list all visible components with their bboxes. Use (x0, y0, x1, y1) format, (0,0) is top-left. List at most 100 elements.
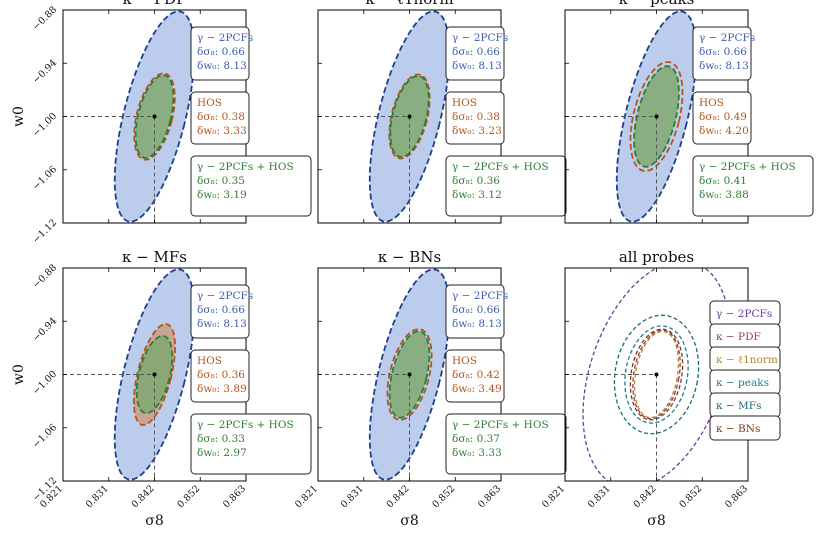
y-tick-label: −1.00 (31, 369, 59, 397)
stat-label: δw₀: (197, 447, 223, 459)
legend-label: κ − MFs (716, 400, 761, 412)
contour--pdf (632, 329, 681, 420)
contour--1norm (633, 330, 680, 419)
fiducial-point (654, 114, 659, 119)
stat-value-w0: 3.88 (725, 189, 748, 201)
x-tick-label: 0.842 (130, 483, 157, 510)
stat-line-w0: δw₀: 3.49 (452, 383, 502, 395)
contour--mfs (613, 314, 700, 435)
x-tick-label: 0.831 (339, 483, 366, 510)
x-tick-label: 0.831 (586, 483, 613, 510)
stat-value-w0: 3.33 (223, 125, 246, 137)
stat-box: γ − 2PCFs + HOS δσ₈: 0.35 δw₀: 3.19 (190, 155, 312, 217)
legend-entry: κ − peaks (709, 369, 781, 395)
stat-value-w0: 4.20 (725, 125, 748, 137)
contour-hos (133, 72, 176, 161)
panel-0: κ − PDF −0.88 −0.94 −1.00 −1.06 −1.12 w0 γ − 2P… (11, 0, 312, 246)
stat-value-s8: 0.49 (724, 111, 747, 123)
stat-label: δw₀: (197, 383, 223, 395)
stat-line-s8: δσ₈: 0.37 (452, 433, 500, 445)
stat-label: δσ₈: (452, 111, 477, 123)
x-tick-label: 0.863 (221, 483, 248, 510)
y-tick-label: −0.88 (31, 4, 59, 32)
stat-box: γ − 2PCFs δσ₈: 0.66 δw₀: 8.13 (445, 284, 508, 339)
x-tick-label: 0.821 (293, 483, 320, 510)
stat-line-s8: δσ₈: 0.49 (699, 111, 747, 123)
stat-label: δw₀: (197, 125, 223, 137)
stat-line-s8: δσ₈: 0.66 (452, 304, 500, 316)
stat-label: δw₀: (699, 60, 725, 72)
stat-label: δw₀: (452, 125, 478, 137)
stat-value-s8: 0.41 (724, 175, 747, 187)
stat-label: δσ₈: (197, 369, 222, 381)
stat-line-s8: δσ₈: 0.35 (197, 175, 245, 187)
x-tick-label: 0.831 (84, 483, 111, 510)
stat-box-title: HOS (452, 97, 477, 109)
legend-label: κ − PDF (716, 331, 761, 343)
y-axis-label: w0 (11, 364, 27, 385)
x-axis-label: σ8 (400, 513, 418, 529)
stat-label: δw₀: (197, 189, 223, 201)
x-tick-label: 0.821 (540, 483, 567, 510)
stat-box-title: γ − 2PCFs + HOS (197, 161, 294, 173)
stat-box-frame (445, 155, 567, 217)
stat-line-s8: δσ₈: 0.66 (197, 304, 245, 316)
stat-line-w0: δw₀: 4.20 (699, 125, 749, 137)
stat-box: γ − 2PCFs + HOS δσ₈: 0.41 δw₀: 3.88 (692, 155, 814, 217)
stat-value-s8: 0.42 (477, 369, 500, 381)
fiducial-point (407, 372, 412, 377)
x-axis-label: σ8 (647, 513, 665, 529)
stat-box-frame (692, 155, 814, 217)
y-tick-label: −1.06 (31, 164, 59, 192)
y-tick-label: −0.94 (31, 316, 59, 344)
stat-value-s8: 0.33 (222, 433, 245, 445)
stat-box-title: γ − 2PCFs (197, 290, 253, 302)
stat-box-title: γ − 2PCFs + HOS (452, 161, 549, 173)
stat-line-w0: δw₀: 8.13 (699, 60, 749, 72)
stat-line-s8: δσ₈: 0.36 (452, 175, 500, 187)
stat-value-s8: 0.38 (222, 111, 245, 123)
stat-line-w0: δw₀: 8.13 (452, 318, 502, 330)
stat-line-w0: δw₀: 3.88 (699, 189, 749, 201)
stat-line-w0: δw₀: 3.33 (197, 125, 247, 137)
fiducial-point (654, 372, 659, 377)
stat-box: γ − 2PCFs δσ₈: 0.66 δw₀: 8.13 (190, 26, 253, 81)
stat-box-frame (190, 413, 312, 475)
stat-label: δw₀: (452, 447, 478, 459)
stat-value-s8: 0.38 (477, 111, 500, 123)
stat-value-w0: 3.23 (478, 125, 501, 137)
stat-value-w0: 8.13 (478, 60, 501, 72)
stat-line-s8: δσ₈: 0.36 (197, 369, 245, 381)
stat-label: δσ₈: (452, 369, 477, 381)
stat-box-frame (445, 91, 505, 145)
x-tick-label: 0.852 (430, 483, 457, 510)
y-tick-label: −1.06 (31, 422, 59, 450)
stat-box: γ − 2PCFs δσ₈: 0.66 δw₀: 8.13 (190, 284, 253, 339)
stat-value-s8: 0.35 (222, 175, 245, 187)
panel-title: κ − ℓ1norm (365, 0, 453, 8)
stat-box-frame (692, 26, 752, 81)
contour-hos (629, 61, 684, 172)
x-tick-label: 0.852 (677, 483, 704, 510)
stat-box-frame (190, 91, 250, 145)
stat-line-s8: δσ₈: 0.33 (197, 433, 245, 445)
stat-box-frame (692, 91, 752, 145)
x-axis-label: σ8 (145, 513, 163, 529)
stat-value-w0: 3.33 (478, 447, 501, 459)
stat-line-w0: δw₀: 3.12 (452, 189, 502, 201)
x-tick-label: 0.842 (385, 483, 412, 510)
x-tick-label: 0.863 (723, 483, 750, 510)
legend-entry: γ − 2PCFs (709, 300, 781, 326)
stat-value-w0: 8.13 (725, 60, 748, 72)
contour--peaks (624, 325, 689, 424)
stat-box-frame (445, 413, 567, 475)
stat-label: δw₀: (197, 60, 223, 72)
stat-label: δσ₈: (699, 175, 724, 187)
stat-value-w0: 2.97 (223, 447, 246, 459)
panel-1: κ − ℓ1norm γ − 2PCFs δσ₈: 0.66 δw₀: 8.13 HOS… (317, 0, 567, 224)
contour-hos (388, 73, 431, 160)
stat-value-s8: 0.66 (477, 304, 501, 316)
stat-box-title: HOS (197, 355, 222, 367)
stat-line-w0: δw₀: 8.13 (197, 318, 247, 330)
